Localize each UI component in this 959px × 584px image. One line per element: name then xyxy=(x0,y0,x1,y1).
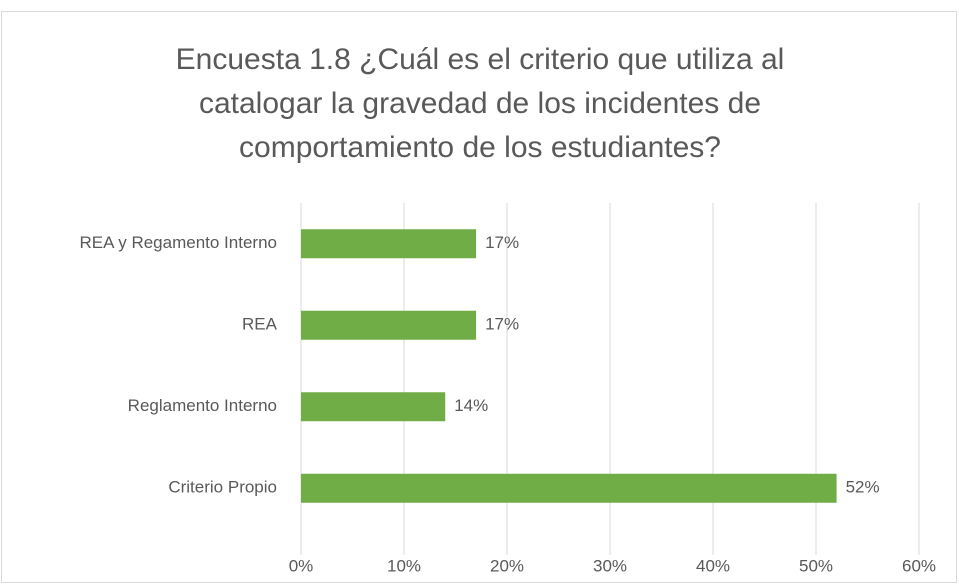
y-tick-label: Criterio Propio xyxy=(168,478,277,497)
data-label: 17% xyxy=(485,315,519,334)
bar xyxy=(301,229,477,259)
y-tick-label: REA xyxy=(242,315,278,334)
x-tick-label: 10% xyxy=(387,556,421,575)
x-tick-label: 30% xyxy=(593,556,627,575)
data-label: 52% xyxy=(846,478,880,497)
bar xyxy=(301,310,477,340)
bar xyxy=(301,473,837,503)
data-label: 17% xyxy=(485,233,519,252)
chart-title: Encuesta 1.8 ¿Cuál es el criterio que ut… xyxy=(175,43,785,164)
x-tick-label: 40% xyxy=(696,556,730,575)
bar xyxy=(301,392,446,422)
y-tick-label: Reglamento Interno xyxy=(128,396,277,415)
x-tick-label: 50% xyxy=(799,556,833,575)
x-tick-label: 60% xyxy=(902,556,936,575)
y-tick-label: REA y Regamento Interno xyxy=(79,233,277,252)
x-tick-label: 20% xyxy=(490,556,524,575)
data-label: 14% xyxy=(454,396,488,415)
x-tick-label: 0% xyxy=(289,556,314,575)
